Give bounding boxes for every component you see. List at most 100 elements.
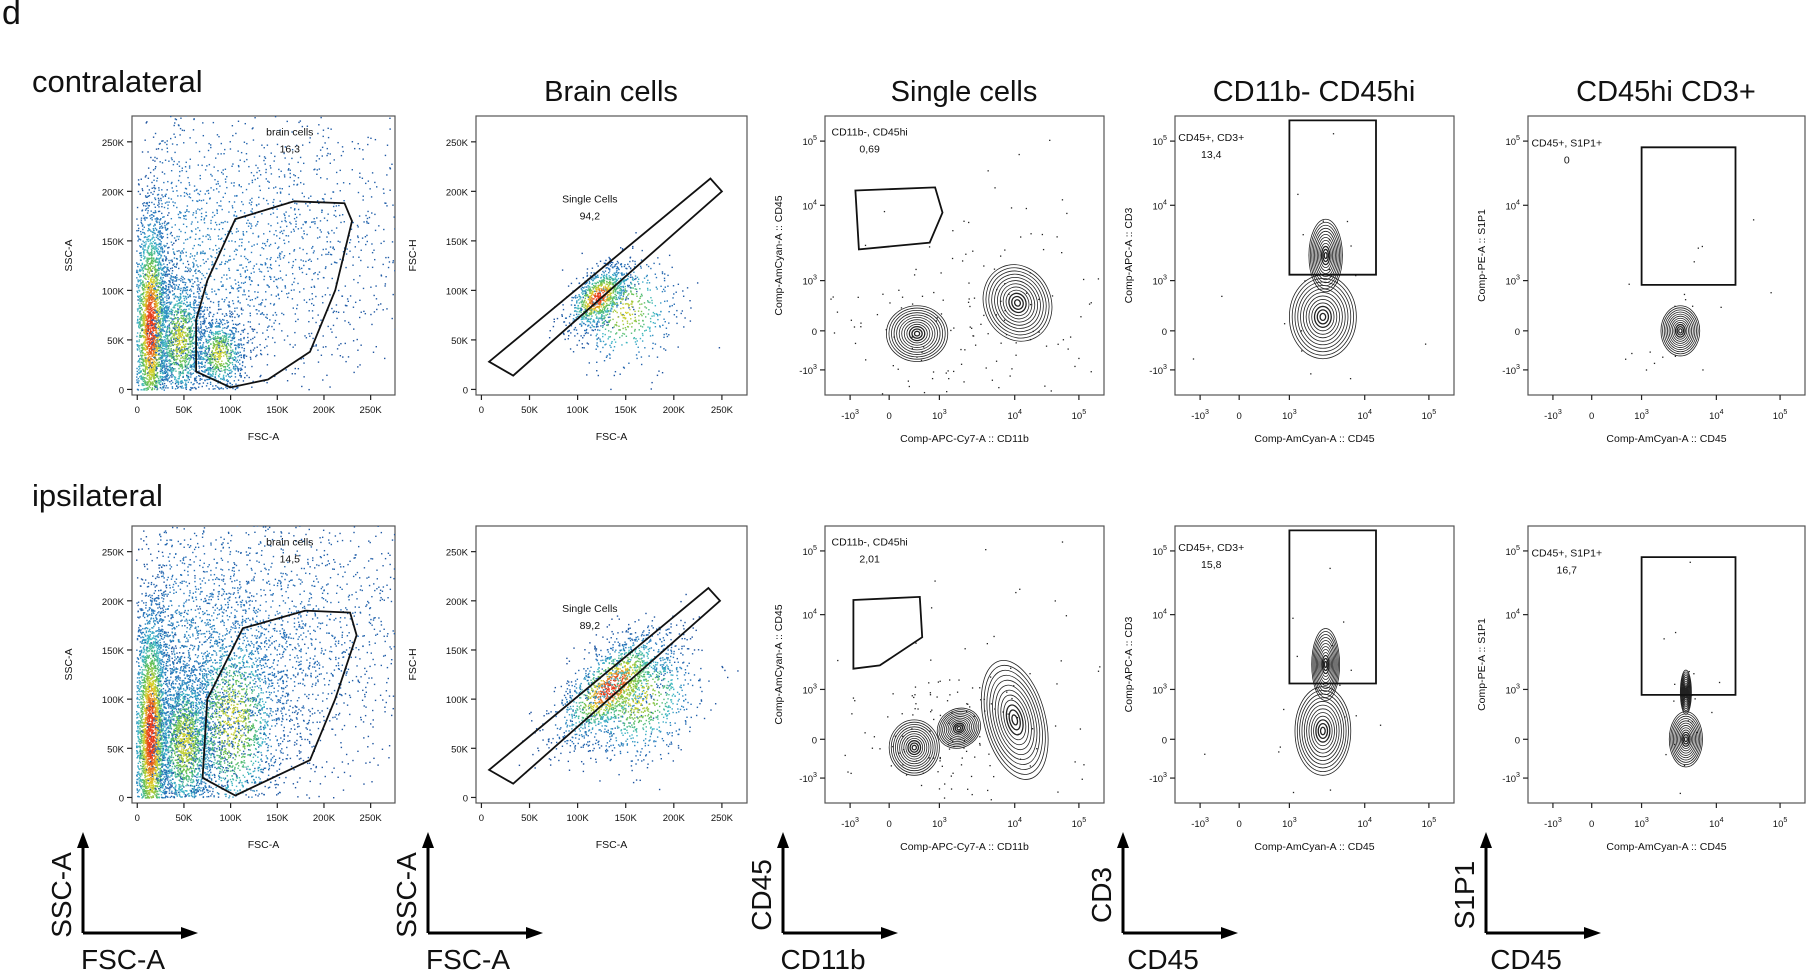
event-dot xyxy=(161,212,163,215)
event-dot xyxy=(177,319,179,321)
event-dot xyxy=(206,327,208,330)
event-dot xyxy=(327,127,329,130)
event-dot xyxy=(230,287,233,289)
event-dot xyxy=(150,262,152,265)
event-dot xyxy=(149,309,151,311)
event-dot xyxy=(227,360,229,362)
event-dot xyxy=(159,356,161,359)
event-dot xyxy=(137,344,139,346)
event-dot xyxy=(302,357,305,360)
event-dot xyxy=(162,372,164,375)
event-dot xyxy=(165,257,167,259)
event-dot xyxy=(371,172,374,174)
event-dot xyxy=(198,284,200,286)
event-dot xyxy=(175,325,178,328)
event-dot xyxy=(174,224,177,226)
event-dot xyxy=(155,366,158,368)
event-dot xyxy=(225,383,228,386)
event-dot xyxy=(247,304,249,306)
event-dot xyxy=(170,371,173,374)
event-dot xyxy=(387,266,390,269)
event-dot xyxy=(155,301,157,304)
event-dot xyxy=(155,346,157,348)
event-dot xyxy=(150,242,152,244)
event-dot xyxy=(163,312,166,314)
event-dot xyxy=(138,339,141,341)
event-dot xyxy=(161,330,163,332)
event-dot xyxy=(155,341,157,343)
event-dot xyxy=(152,193,154,195)
event-dot xyxy=(154,299,156,301)
event-dot xyxy=(173,326,176,328)
event-dot xyxy=(221,370,223,372)
event-dot xyxy=(151,319,153,321)
event-dot xyxy=(161,339,164,341)
event-dot xyxy=(190,352,192,354)
event-dot xyxy=(172,344,174,346)
event-dot xyxy=(312,221,314,223)
event-dot xyxy=(181,325,183,327)
event-dot xyxy=(148,245,150,248)
event-dot xyxy=(436,282,437,283)
event-dot xyxy=(273,303,276,305)
event-dot xyxy=(148,348,151,350)
event-dot xyxy=(205,325,207,328)
event-dot xyxy=(276,235,278,237)
event-dot xyxy=(320,319,322,321)
event-dot xyxy=(204,350,206,353)
event-dot xyxy=(173,376,176,378)
event-dot xyxy=(208,372,210,374)
event-dot xyxy=(146,296,148,298)
event-dot xyxy=(159,377,162,379)
event-dot xyxy=(163,362,165,364)
event-dot xyxy=(178,337,181,339)
event-dot xyxy=(166,227,169,230)
event-dot xyxy=(194,216,197,219)
event-dot xyxy=(166,335,169,337)
event-dot xyxy=(163,263,165,265)
event-dot xyxy=(140,361,143,364)
event-dot xyxy=(331,74,332,75)
event-dot xyxy=(165,332,167,334)
event-dot xyxy=(225,345,228,348)
event-dot xyxy=(149,340,151,342)
event-dot xyxy=(141,379,144,381)
event-dot xyxy=(195,189,198,191)
event-dot xyxy=(259,353,262,355)
event-dot xyxy=(176,322,179,324)
event-dot xyxy=(167,287,170,289)
event-dot xyxy=(142,228,144,231)
event-dot xyxy=(220,340,223,342)
event-dot xyxy=(157,341,159,343)
event-dot xyxy=(178,378,180,380)
event-dot xyxy=(151,259,154,262)
event-dot xyxy=(156,277,158,279)
event-dot xyxy=(219,345,221,347)
event-dot xyxy=(201,353,203,355)
event-dot xyxy=(266,266,269,269)
event-dot xyxy=(144,298,147,300)
event-dot xyxy=(234,351,236,353)
event-dot xyxy=(147,227,150,230)
event-dot xyxy=(210,331,213,333)
event-dot xyxy=(331,277,333,280)
event-dot xyxy=(184,352,187,354)
event-dot xyxy=(202,122,204,124)
event-dot xyxy=(146,375,149,377)
event-dot xyxy=(152,317,154,320)
event-dot xyxy=(250,358,252,360)
event-dot xyxy=(158,282,160,284)
event-dot xyxy=(156,362,159,364)
event-dot xyxy=(199,323,202,325)
event-dot xyxy=(179,289,182,292)
event-dot xyxy=(139,332,142,334)
event-dot xyxy=(171,267,174,269)
event-dot xyxy=(161,304,163,306)
event-dot xyxy=(201,252,203,254)
event-dot xyxy=(416,123,417,124)
event-dot xyxy=(171,336,173,338)
event-dot xyxy=(203,334,205,336)
event-dot xyxy=(247,340,250,342)
event-dot xyxy=(150,314,152,317)
event-dot xyxy=(197,352,200,354)
